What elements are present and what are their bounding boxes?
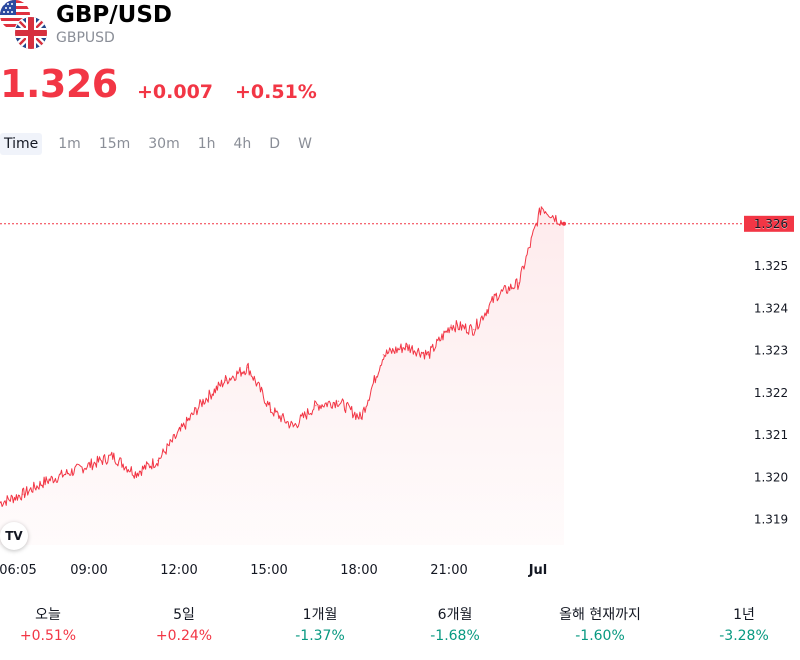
stat-5d: 5일 +0.24% <box>124 605 244 647</box>
tab-1m[interactable]: 1m <box>58 136 81 152</box>
y-tick-label: 1.321 <box>754 428 788 442</box>
chart-point <box>44 480 46 483</box>
stat-today: 오늘 +0.51% <box>0 605 108 647</box>
chart-point <box>337 400 340 403</box>
chart-point <box>112 455 114 458</box>
chart-point <box>382 354 385 356</box>
chart-point <box>540 206 543 208</box>
y-tick-label: 1.324 <box>754 301 788 315</box>
tab-4h[interactable]: 4h <box>233 136 252 152</box>
tradingview-logo-icon[interactable]: TV <box>0 522 28 550</box>
chart-area-fill <box>0 207 564 546</box>
stat-ytd: 올해 현재까지 -1.60% <box>540 605 660 647</box>
chart-point <box>202 400 204 403</box>
tab-1h[interactable]: 1h <box>197 136 216 152</box>
x-tick-label: 18:00 <box>340 563 377 578</box>
chart-point <box>0 501 1 504</box>
y-tick-label: 1.326 <box>754 217 788 231</box>
stat-1y: 1년 -3.28% <box>684 605 800 647</box>
price-change-percent: +0.51% <box>235 81 317 103</box>
chart-point <box>495 294 498 297</box>
chart-point <box>360 417 362 419</box>
chart-point <box>405 345 407 348</box>
chart-series-line <box>0 206 565 507</box>
stat-label: 오늘 <box>35 607 61 623</box>
stat-label: 1개월 <box>302 607 338 623</box>
uk-flag-icon <box>14 16 48 50</box>
x-tick-label: 09:00 <box>70 563 107 578</box>
stat-label: 1년 <box>733 607 755 623</box>
y-tick-label: 1.319 <box>754 513 788 527</box>
tab-time[interactable]: Time <box>0 133 43 155</box>
chart-point <box>269 409 272 411</box>
symbol-ticker: GBPUSD <box>56 30 115 46</box>
last-price-label: 1.326 <box>754 217 788 231</box>
chart-point <box>473 328 475 331</box>
chart-point <box>157 459 159 462</box>
chart-point <box>179 430 182 432</box>
tab-15m[interactable]: 15m <box>98 136 131 152</box>
stat-value: -1.68% <box>430 628 480 644</box>
x-tick-label: 21:00 <box>430 563 467 578</box>
tab-30m[interactable]: 30m <box>148 136 180 152</box>
chart-point <box>247 366 249 369</box>
chart-point <box>427 354 430 356</box>
chart-point <box>450 324 453 326</box>
stat-6m: 6개월 -1.68% <box>395 605 515 647</box>
tab-w[interactable]: W <box>298 136 312 152</box>
performance-stats: 오늘 +0.51% 5일 +0.24% 1개월 -1.37% 6개월 -1.68… <box>0 605 800 660</box>
y-tick-label: 1.323 <box>754 344 788 358</box>
stat-1m: 1개월 -1.37% <box>260 605 380 647</box>
last-price-dot <box>562 221 566 226</box>
chart-point <box>224 379 227 381</box>
x-tick-label: 15:00 <box>250 563 287 578</box>
tab-d[interactable]: D <box>269 136 281 152</box>
x-tick-label: 12:00 <box>160 563 197 578</box>
chart-point <box>89 463 91 466</box>
y-tick-label: 1.322 <box>754 386 788 400</box>
stat-label: 올해 현재까지 <box>559 607 641 623</box>
stat-value: -1.37% <box>295 628 345 644</box>
price-change-absolute: +0.007 <box>137 81 214 103</box>
last-price-tag <box>744 215 794 232</box>
chart-point <box>315 404 317 407</box>
stat-value: -1.60% <box>575 628 625 644</box>
symbol-title: GBP/USD <box>56 2 172 28</box>
chart-point <box>66 472 69 475</box>
chart-point <box>21 493 24 496</box>
x-tick-label: Jul <box>528 563 548 578</box>
currency-flags <box>0 0 50 50</box>
stat-value: +0.51% <box>19 628 77 644</box>
stat-value: -3.28% <box>719 628 769 644</box>
stat-label: 5일 <box>173 607 195 623</box>
chart-point <box>292 425 295 428</box>
price-chart[interactable]: 1.3261.3261.3251.3241.3231.3221.3211.320… <box>0 170 800 590</box>
current-price: 1.326 <box>0 62 118 106</box>
chart-point <box>518 282 520 284</box>
timeframe-tabs: Time 1m 15m 30m 1h 4h D W <box>0 132 326 156</box>
chart-point <box>134 472 137 475</box>
stat-value: +0.24% <box>155 628 213 644</box>
us-flag-icon <box>0 0 30 30</box>
y-tick-label: 1.325 <box>754 259 788 273</box>
stat-label: 6개월 <box>437 607 473 623</box>
y-tick-label: 1.320 <box>754 470 788 484</box>
x-tick-label: 06:05 <box>0 563 37 578</box>
